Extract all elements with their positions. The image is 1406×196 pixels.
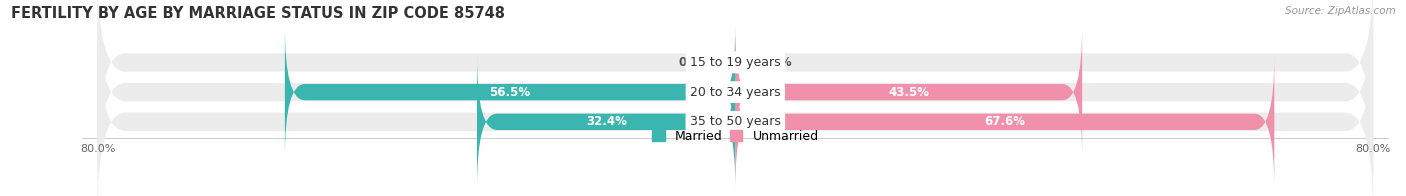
Text: 0.0%: 0.0% [759, 56, 792, 69]
FancyBboxPatch shape [735, 26, 1083, 158]
Text: 15 to 19 years: 15 to 19 years [690, 56, 780, 69]
Text: 0.0%: 0.0% [679, 56, 711, 69]
Text: 20 to 34 years: 20 to 34 years [690, 86, 780, 99]
Text: 35 to 50 years: 35 to 50 years [690, 115, 780, 128]
Text: Source: ZipAtlas.com: Source: ZipAtlas.com [1285, 6, 1396, 16]
Legend: Married, Unmarried: Married, Unmarried [652, 130, 818, 143]
Text: 67.6%: 67.6% [984, 115, 1025, 128]
Text: FERTILITY BY AGE BY MARRIAGE STATUS IN ZIP CODE 85748: FERTILITY BY AGE BY MARRIAGE STATUS IN Z… [11, 6, 505, 21]
FancyBboxPatch shape [735, 56, 1274, 188]
FancyBboxPatch shape [97, 0, 1374, 187]
FancyBboxPatch shape [97, 0, 1374, 157]
Text: 56.5%: 56.5% [489, 86, 530, 99]
Text: 32.4%: 32.4% [586, 115, 627, 128]
Text: 43.5%: 43.5% [889, 86, 929, 99]
FancyBboxPatch shape [285, 26, 735, 158]
FancyBboxPatch shape [477, 56, 735, 188]
FancyBboxPatch shape [97, 27, 1374, 196]
